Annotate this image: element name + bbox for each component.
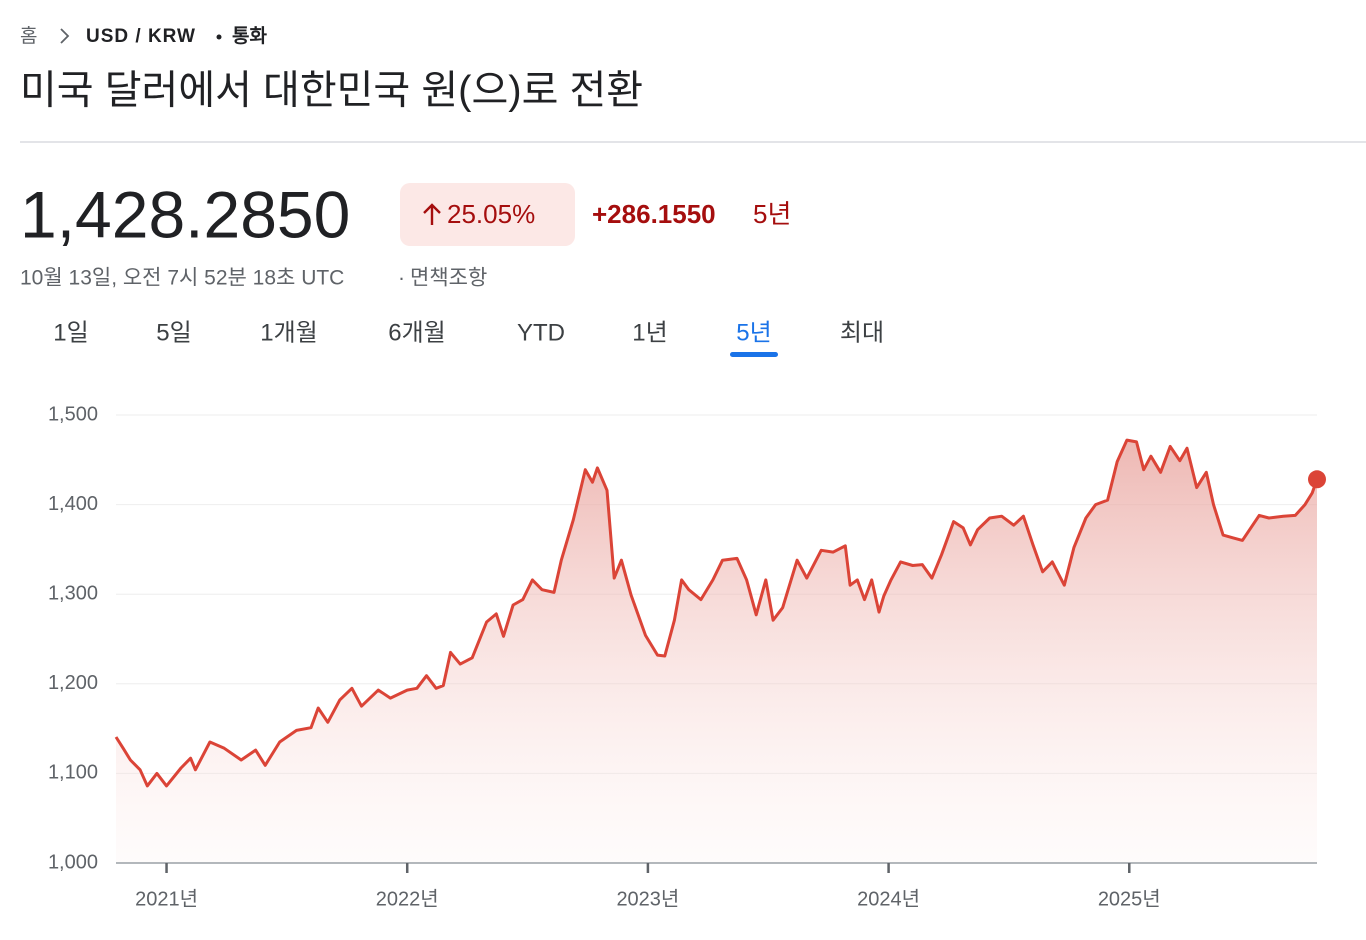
change-abs: +286.1550 bbox=[592, 199, 716, 229]
breadcrumb-pair[interactable]: USD / KRW bbox=[86, 26, 196, 47]
y-tick-label: 1,500 bbox=[48, 403, 98, 425]
tab[interactable]: 1년 bbox=[632, 319, 667, 346]
last-point bbox=[1308, 470, 1326, 489]
disclaimer[interactable]: 면책조항 bbox=[410, 267, 487, 290]
tab[interactable]: 5일 bbox=[156, 319, 191, 346]
tab[interactable]: 최대 bbox=[840, 319, 884, 346]
tab-underline bbox=[730, 352, 778, 357]
breadcrumb-home[interactable]: 홈 bbox=[20, 25, 37, 47]
y-tick-label: 1,400 bbox=[48, 493, 98, 515]
tab[interactable]: 5년 bbox=[736, 319, 771, 346]
breadcrumb-kind[interactable]: 통화 bbox=[232, 25, 267, 47]
x-tick-label: 2024년 bbox=[857, 887, 920, 910]
change-period: 5년 bbox=[753, 199, 791, 229]
x-tick-label: 2025년 bbox=[1098, 887, 1161, 910]
area-fill bbox=[116, 440, 1317, 863]
change-pct: 25.05% bbox=[447, 199, 535, 229]
price: 1,428.2850 bbox=[20, 177, 350, 251]
tab[interactable]: 6개월 bbox=[388, 319, 446, 346]
up-arrow bbox=[423, 203, 441, 225]
breadcrumb-dot bbox=[216, 34, 222, 40]
y-tick-label: 1,300 bbox=[48, 582, 98, 604]
x-tick-label: 2023년 bbox=[616, 887, 679, 910]
x-tick-label: 2021년 bbox=[135, 887, 198, 910]
timestamp: 10월 13일, 오전 7시 52분 18초 UTC bbox=[20, 267, 344, 290]
tab[interactable]: 1개월 bbox=[260, 319, 318, 346]
y-tick-label: 1,200 bbox=[48, 672, 98, 694]
y-tick-label: 1,100 bbox=[48, 762, 98, 784]
change-badge bbox=[400, 183, 575, 246]
y-tick-label: 1,000 bbox=[48, 851, 98, 873]
breadcrumb-chevron bbox=[60, 28, 70, 44]
x-tick-label: 2022년 bbox=[376, 887, 439, 910]
separator-dot: · bbox=[398, 267, 405, 290]
price-line bbox=[114, 438, 1319, 788]
tab[interactable]: YTD bbox=[517, 319, 565, 346]
tab[interactable]: 1일 bbox=[53, 319, 88, 346]
chart: 1,000 1,100 1,200 1,300 1,400 1,500 2021년 2022년… bbox=[48, 403, 1326, 910]
page-title: 미국 달러에서 대한민국 원(으)로 전환 bbox=[20, 69, 643, 113]
tabs: 1일 5일 1개월 6개월 YTD 1년 5년 최대 bbox=[53, 319, 884, 357]
